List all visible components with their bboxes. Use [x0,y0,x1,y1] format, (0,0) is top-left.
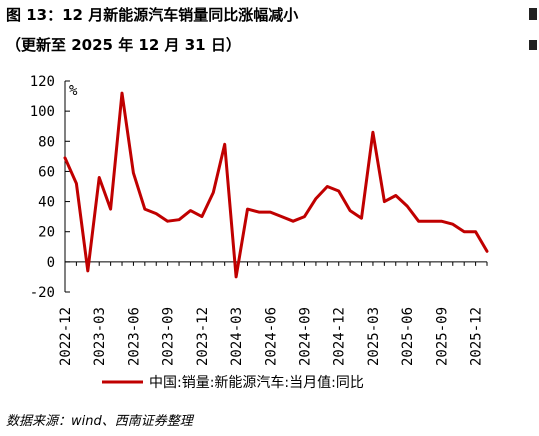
x-tick-label: 2023-03 [92,307,108,366]
y-tick-label: 100 [30,104,55,120]
x-tick-label: 2023-06 [126,307,142,366]
x-tick-label: 2025-03 [366,307,382,366]
y-tick-label: -20 [30,285,55,301]
y-unit-label: % [69,83,78,99]
next-panel-edge-mark [529,8,537,20]
x-tick-label: 2025-09 [434,307,450,366]
y-tick-label: 80 [38,134,55,150]
y-tick-label: 20 [38,225,55,241]
x-tick-label: 2022-12 [58,307,74,366]
x-tick-label: 2023-12 [195,307,211,366]
legend-label: 中国:销量:新能源汽车:当月值:同比 [149,374,364,391]
x-tick-label: 2023-09 [161,307,177,366]
series-line-nev-sales-yoy [65,93,487,277]
next-panel-edge-mark [529,40,537,50]
y-tick-label: 120 [30,74,55,90]
y-tick-label: 40 [38,195,55,211]
x-tick-label: 2025-12 [469,307,485,366]
x-tick-label: 2024-03 [229,307,245,366]
y-tick-label: 60 [38,164,55,180]
x-tick-label: 2024-06 [263,307,279,366]
x-tick-label: 2024-09 [298,307,314,366]
y-tick-label: 0 [47,255,55,271]
x-tick-label: 2024-12 [332,307,348,366]
x-tick-label: 2025-06 [400,307,416,366]
data-source-note: 数据来源：wind、西南证券整理 [6,410,193,429]
